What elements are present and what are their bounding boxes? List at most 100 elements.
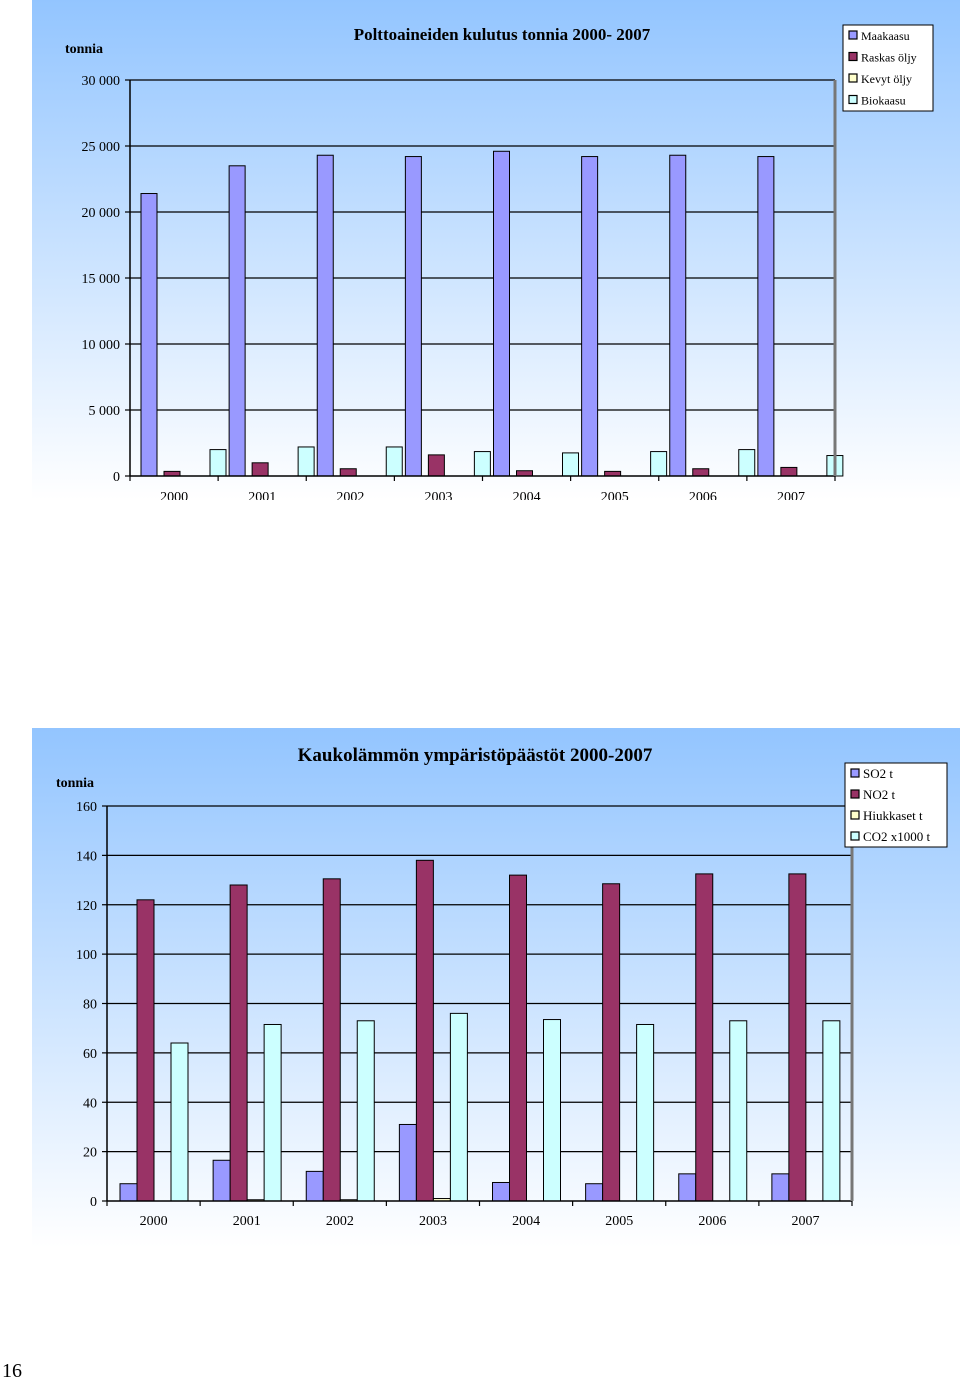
bar-4-2001 (297, 446, 315, 477)
legend-swatch (848, 73, 858, 83)
bar-4-2003 (473, 451, 491, 477)
legend-swatch (848, 51, 858, 62)
bar-4-2001 (263, 1023, 282, 1202)
bars (119, 859, 841, 1202)
x-tick-label: 2000 (140, 1214, 168, 1229)
bar-1-2001 (228, 165, 246, 477)
bar-2-2004 (516, 470, 533, 477)
legend-swatch (850, 831, 860, 841)
y-axis-title: tonnia (65, 42, 103, 57)
bar-4-2002 (385, 446, 403, 477)
bar-1-2005 (581, 156, 599, 477)
x-tick-label: 2006 (698, 1214, 726, 1229)
y-tick-label: 40 (83, 1096, 97, 1111)
legend-swatch (850, 768, 860, 778)
fuel-chart-svg: tonnia Polttoaineiden kulutus tonnia 200… (32, 0, 960, 500)
x-tick-label: 2001 (233, 1214, 261, 1229)
axes (125, 79, 837, 481)
bar-1-2003 (398, 1123, 417, 1202)
bar-4-2005 (650, 451, 668, 477)
axes (102, 805, 854, 1206)
bar-1-2004 (492, 1181, 510, 1202)
bar-1-2000 (119, 1183, 138, 1202)
x-tick-label: 2005 (605, 1214, 633, 1229)
legend-label: Biokaasu (861, 94, 906, 108)
y-tick-label: 5 000 (89, 404, 121, 419)
bar-4-2007 (822, 1020, 841, 1202)
bar-4-2003 (449, 1012, 468, 1202)
bar-2-2002 (322, 878, 341, 1202)
bar-1-2006 (669, 154, 687, 477)
emissions-chart-svg: tonnia Kaukolämmön ympäristöpäästöt 2000… (32, 728, 960, 1248)
legend-label: Raskas öljy (861, 51, 917, 65)
bar-1-2002 (316, 154, 334, 477)
bar-1-2005 (585, 1183, 604, 1202)
page-number: 16 (2, 1360, 22, 1382)
legend-label: Maakaasu (861, 29, 910, 43)
x-tick-label: 2007 (777, 490, 805, 500)
bar-2-2005 (602, 883, 621, 1202)
bar-2-2006 (692, 468, 710, 477)
y-tick-label: 140 (76, 849, 97, 864)
legend-label: Hiukkaset t (863, 808, 923, 823)
bar-2-2000 (136, 899, 155, 1202)
x-tick-label: 2002 (336, 490, 364, 500)
bar-1-2000 (140, 193, 158, 477)
bar-1-2004 (493, 150, 510, 477)
legend-label: Kevyt öljy (861, 72, 912, 86)
x-tick-labels: 2000 2001 2002 2003 2004 2005 2006 2007 (160, 490, 805, 500)
bar-4-2000 (170, 1042, 189, 1202)
bar-4-2005 (636, 1023, 655, 1202)
x-tick-label: 2003 (419, 1214, 447, 1229)
fuel-consumption-chart: tonnia Polttoaineiden kulutus tonnia 200… (32, 0, 960, 500)
x-tick-label: 2002 (326, 1214, 354, 1229)
bar-2-2003 (415, 859, 434, 1202)
bar-4-2006 (738, 449, 756, 477)
x-tick-label: 2004 (512, 1214, 540, 1229)
bar-4-2006 (729, 1020, 748, 1202)
x-tick-label: 2005 (601, 490, 629, 500)
legend-label: CO2 x1000 t (863, 829, 931, 844)
y-tick-label: 20 (83, 1146, 97, 1161)
y-tick-label: 0 (113, 470, 120, 485)
x-tick-label: 2006 (689, 490, 717, 500)
legend: Maakaasu Raskas öljy Kevyt öljy Biokaasu (842, 24, 934, 112)
x-tick-labels: 2000 2001 2002 2003 2004 2005 2006 2007 (140, 1214, 820, 1229)
bar-2-2001 (229, 884, 248, 1202)
bar-1-2006 (678, 1173, 697, 1202)
legend-swatch (848, 30, 858, 40)
bars (140, 150, 844, 477)
legend-swatch (850, 789, 860, 799)
legend-label: SO2 t (863, 766, 893, 781)
legend-swatch (850, 810, 860, 820)
bar-2-2002 (339, 468, 357, 477)
bar-2-2003 (427, 454, 445, 477)
y-tick-label: 100 (76, 948, 97, 963)
bar-1-2001 (212, 1159, 231, 1202)
bar-1-2003 (404, 156, 422, 477)
bar-2-2004 (509, 874, 527, 1202)
gridlines (130, 79, 835, 411)
bar-2-2007 (788, 873, 807, 1202)
bar-4-2004 (543, 1019, 561, 1202)
chart-title: Kaukolämmön ympäristöpäästöt 2000-2007 (298, 745, 653, 766)
y-tick-label: 0 (90, 1195, 97, 1210)
legend-box (844, 762, 948, 848)
y-tick-label: 80 (83, 998, 97, 1013)
y-tick-label: 20 000 (82, 206, 121, 221)
x-tick-label: 2007 (791, 1214, 819, 1229)
x-tick-label: 2000 (160, 490, 188, 500)
y-tick-label: 25 000 (82, 140, 121, 155)
bar-1-2007 (771, 1173, 790, 1202)
y-tick-labels: 0 20 40 60 80 100 120 140 160 (76, 800, 97, 1210)
bar-2-2001 (251, 462, 269, 477)
bar-1-2007 (757, 156, 775, 477)
bar-4-2004 (562, 452, 579, 477)
y-axis-title: tonnia (56, 776, 94, 791)
x-tick-label: 2001 (248, 490, 276, 500)
legend-box (842, 24, 934, 112)
y-tick-label: 120 (76, 899, 97, 914)
legend: SO2 t NO2 t Hiukkaset t CO2 x1000 t (844, 762, 948, 848)
bar-4-2002 (356, 1020, 375, 1202)
chart-title: Polttoaineiden kulutus tonnia 2000- 2007 (354, 25, 651, 44)
